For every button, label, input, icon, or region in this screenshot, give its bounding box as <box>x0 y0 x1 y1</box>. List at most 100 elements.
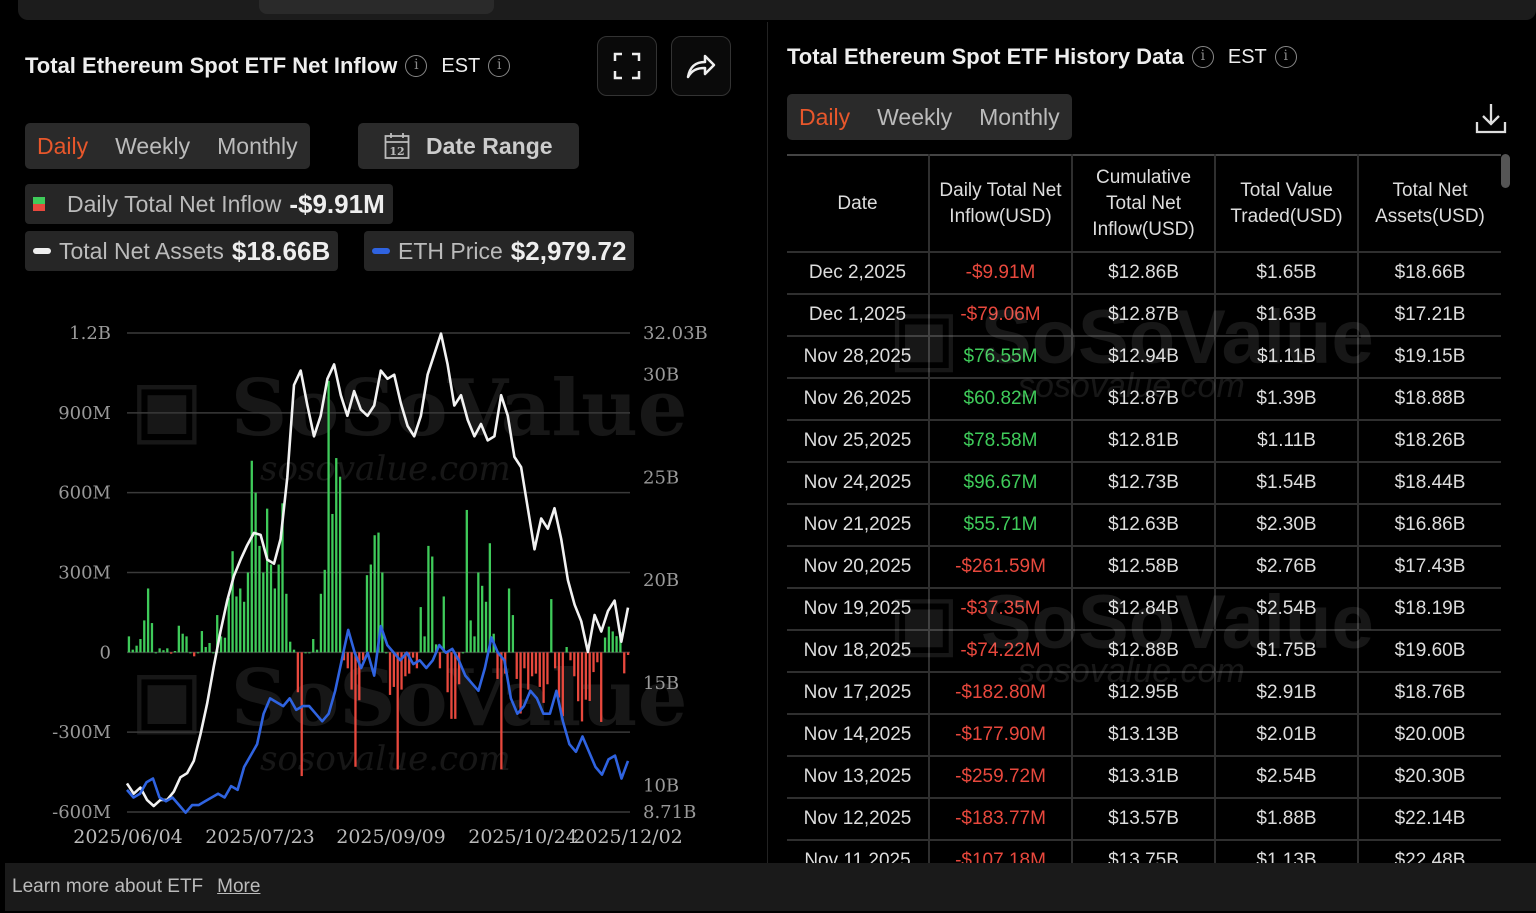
inflow-bar <box>323 569 326 653</box>
table-cell: Nov 26,2025 <box>787 378 930 421</box>
table-cell: $1.11B <box>1215 420 1359 463</box>
inflow-bar <box>216 615 219 653</box>
table-cell: -$79.06M <box>929 294 1073 337</box>
calendar-day: 12 <box>389 145 404 158</box>
more-link[interactable]: More <box>217 876 261 897</box>
table-cell: $18.19B <box>1358 588 1501 631</box>
timezone-label: EST <box>441 54 481 77</box>
inflow-bar <box>446 652 449 693</box>
legend-inflow-label: Daily Total Net Inflow <box>67 190 282 217</box>
inflow-bar <box>265 508 269 653</box>
table-row[interactable]: Nov 24,2025 $96.67M $12.73B $1.54B $18.44B <box>787 462 1501 505</box>
inflow-bar <box>170 652 173 654</box>
inflow-bar <box>411 652 415 658</box>
info-icon[interactable]: i <box>405 55 428 77</box>
column-header[interactable]: Total Value Traded(USD) <box>1214 154 1359 253</box>
inflow-bar <box>623 652 626 674</box>
inflow-bar <box>415 652 419 669</box>
table-cell: $96.67M <box>929 462 1073 505</box>
inflow-bar <box>396 652 399 770</box>
legend-eth-price[interactable]: ETH Price $2,979.72 <box>364 231 635 271</box>
x-axis-tick: 2025/12/02 <box>573 826 683 848</box>
table-cell: $18.76B <box>1358 672 1501 715</box>
table-row[interactable]: Nov 25,2025 $78.58M $12.81B $1.11B $18.26B <box>787 420 1501 463</box>
info-icon[interactable]: i <box>1191 46 1214 68</box>
inflow-bar <box>342 652 346 661</box>
inflow-bar <box>177 625 180 653</box>
top-nav-tab[interactable] <box>259 0 494 14</box>
table-row[interactable]: Dec 2,2025 -$9.91M $12.86B $1.65B $18.66B <box>787 252 1501 295</box>
download-icon[interactable] <box>1475 102 1507 134</box>
inflow-bar <box>553 652 557 669</box>
fullscreen-button[interactable] <box>597 36 657 96</box>
top-nav-bar <box>18 0 1536 20</box>
table-row[interactable]: Dec 1,2025 -$79.06M $12.87B $1.63B $17.21B <box>787 294 1501 337</box>
price-swatch-icon <box>372 248 390 254</box>
table-row[interactable]: Nov 28,2025 $76.55M $12.94B $1.11B $19.15B <box>787 336 1501 379</box>
table-row[interactable]: Nov 14,2025 -$177.90M $13.13B $2.01B $20.00B <box>787 714 1501 757</box>
inflow-bar <box>561 652 564 717</box>
tab-weekly[interactable]: Weekly <box>115 132 191 159</box>
date-range-button[interactable]: 12 Date Range <box>358 123 579 169</box>
table-cell: $1.13B <box>1215 840 1359 863</box>
tab-daily[interactable]: Daily <box>799 103 851 130</box>
inflow-bar <box>550 599 553 653</box>
table-row[interactable]: Nov 13,2025 -$259.72M $13.31B $2.54B $20.30B <box>787 756 1501 799</box>
table-cell: Nov 28,2025 <box>787 336 930 379</box>
table-cell: $2.54B <box>1215 588 1359 631</box>
inflow-bar <box>530 652 534 677</box>
info-icon[interactable]: i <box>1274 46 1297 68</box>
inflow-bar <box>204 647 207 653</box>
chart-title-row: Total Ethereum Spot ETF Net Inflow i EST… <box>25 53 511 79</box>
table-cell: Nov 12,2025 <box>787 798 930 841</box>
table-row[interactable]: Nov 18,2025 -$74.22M $12.88B $1.75B $19.60B <box>787 630 1501 673</box>
info-icon[interactable]: i <box>488 55 511 77</box>
calendar-icon: 12 <box>384 133 410 159</box>
tab-monthly[interactable]: Monthly <box>979 103 1060 130</box>
table-row[interactable]: Nov 12,2025 -$183.77M $13.57B $1.88B $22.14B <box>787 798 1501 841</box>
inflow-bar <box>273 588 276 653</box>
table-row[interactable]: Nov 26,2025 $60.82M $12.87B $1.39B $18.88B <box>787 378 1501 421</box>
inflow-bar <box>600 652 603 722</box>
column-header[interactable]: Cumulative Total Net Inflow(USD) <box>1071 154 1216 253</box>
inflow-bar <box>146 588 150 653</box>
legend-total-net-assets[interactable]: Total Net Assets $18.66B <box>25 231 339 271</box>
inflow-bar <box>304 652 307 654</box>
table-cell: $18.44B <box>1358 462 1501 505</box>
inflow-bar <box>135 645 138 653</box>
legend-daily-inflow[interactable]: Daily Total Net Inflow -$9.91M <box>25 184 393 224</box>
table-row[interactable]: Nov 17,2025 -$182.80M $12.95B $2.91B $18.76B <box>787 672 1501 715</box>
tab-weekly[interactable]: Weekly <box>877 103 953 130</box>
table-row[interactable]: Nov 19,2025 -$37.35M $12.84B $2.54B $18.19B <box>787 588 1501 631</box>
tab-daily[interactable]: Daily <box>37 132 89 159</box>
table-cell: -$9.91M <box>929 252 1073 295</box>
table-cell: $20.30B <box>1358 756 1501 799</box>
inflow-bar <box>312 639 315 653</box>
table-cell: $1.65B <box>1215 252 1359 295</box>
inflow-bar <box>262 572 265 653</box>
table-cell: $17.21B <box>1358 294 1501 337</box>
inflow-bar <box>181 633 184 653</box>
inflow-bar <box>338 476 342 653</box>
table-row[interactable]: Nov 21,2025 $55.71M $12.63B $2.30B $16.86B <box>787 504 1501 547</box>
inflow-bar <box>143 620 146 653</box>
share-button[interactable] <box>671 36 731 96</box>
table-scrollbar[interactable] <box>1501 154 1510 188</box>
tab-monthly[interactable]: Monthly <box>217 132 298 159</box>
column-header[interactable]: Daily Total Net Inflow(USD) <box>928 154 1073 253</box>
table-cell: $12.88B <box>1072 630 1216 673</box>
column-header[interactable]: Date <box>787 154 930 253</box>
column-header[interactable]: Total Net Assets(USD) <box>1357 154 1501 253</box>
inflow-bar <box>584 652 587 700</box>
table-row[interactable]: Nov 11,2025 -$107.18M $13.75B $1.13B $22.48B <box>787 840 1501 863</box>
inflow-bar <box>450 652 453 719</box>
inflow-bar <box>189 652 192 654</box>
table-cell: $12.81B <box>1072 420 1216 463</box>
table-cell: Nov 14,2025 <box>787 714 930 757</box>
x-axis-tick: 2025/06/04 <box>73 826 183 848</box>
inflow-bar <box>131 649 134 653</box>
inflow-bar <box>346 652 349 669</box>
table-row[interactable]: Nov 20,2025 -$261.59M $12.58B $2.76B $17.43B <box>787 546 1501 589</box>
